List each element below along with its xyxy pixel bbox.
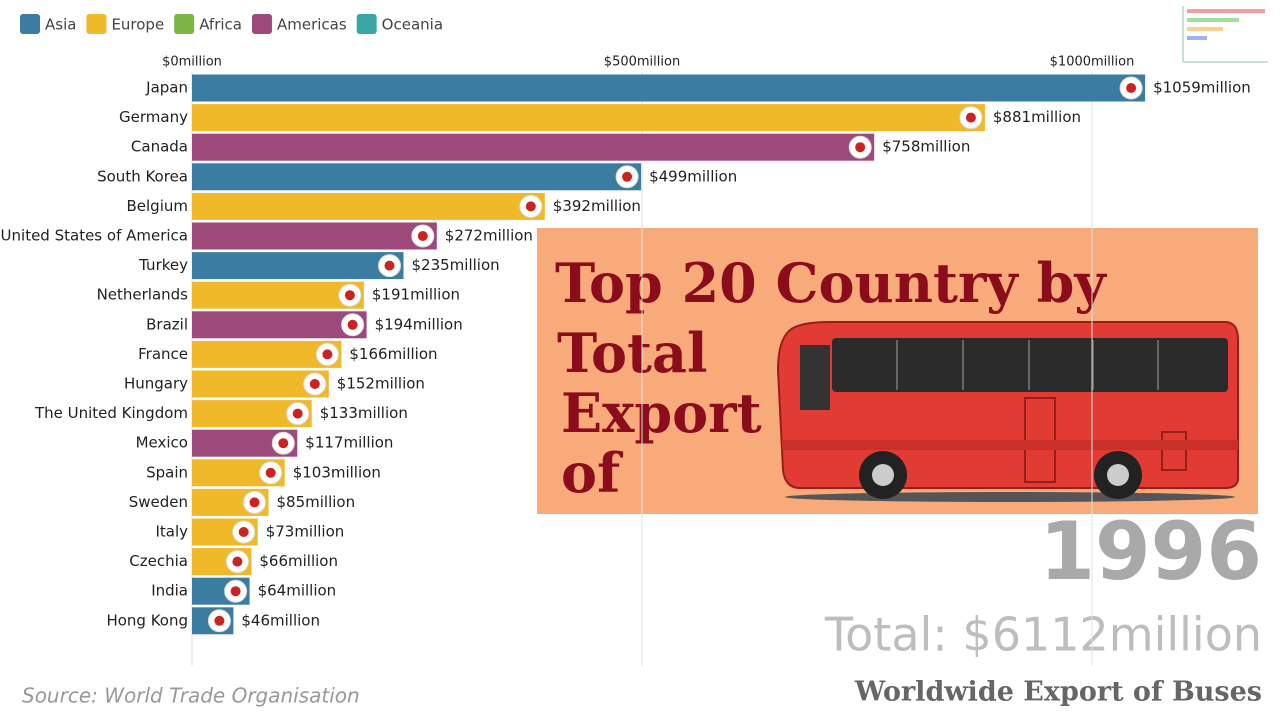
flag-icon [1126, 83, 1137, 93]
value-label: $133million [320, 404, 408, 422]
legend-swatch [251, 14, 272, 34]
flag-icon [232, 556, 243, 567]
bar [192, 163, 642, 191]
source: Source: World Trade Organisation [22, 684, 360, 708]
y-tick-label: Germany [119, 108, 188, 126]
flag-icon [965, 112, 976, 123]
value-label: $758million [882, 138, 970, 156]
value-label: $272million [445, 227, 533, 245]
legend-label: Oceania [382, 16, 443, 34]
flag-icon [278, 438, 289, 449]
x-tick-label: $500million [604, 55, 680, 70]
logo [1182, 6, 1268, 63]
flag-icon [855, 142, 866, 153]
value-label: $46million [241, 611, 320, 629]
legend-label: Africa [199, 16, 242, 34]
y-tick-label: Hong Kong [106, 611, 188, 629]
y-tick-label: India [151, 582, 188, 600]
legend-swatch [174, 14, 195, 34]
title-line: of [561, 441, 624, 505]
legend-swatch [20, 14, 40, 34]
legend-swatch [356, 14, 377, 34]
bar [192, 104, 985, 132]
title-line: Export [561, 381, 762, 445]
flag-icon [292, 408, 303, 419]
value-label: $152million [337, 375, 425, 393]
flag-icon [265, 467, 276, 478]
subtitle: Worldwide Export of Buses [854, 677, 1262, 708]
y-tick-label: The United Kingdom [34, 404, 188, 422]
value-label: $85million [277, 493, 356, 511]
value-label: $64million [258, 582, 337, 600]
flag-icon [384, 260, 395, 271]
y-tick-label: Canada [131, 138, 188, 156]
bar [192, 281, 364, 309]
flag-icon [309, 379, 320, 389]
y-tick-label: Mexico [136, 434, 188, 452]
bar [192, 74, 1146, 102]
legend-label: Asia [45, 16, 76, 34]
legend-label: Europe [111, 16, 164, 34]
bar [192, 133, 875, 161]
x-tick-label: $1000million [1050, 55, 1135, 70]
bar [192, 311, 367, 339]
y-tick-label: Spain [146, 463, 188, 481]
year-label: 1996 [1039, 505, 1262, 598]
y-tick-label: France [138, 345, 188, 363]
value-label: $499million [649, 167, 737, 185]
flag-icon [238, 527, 249, 537]
y-tick-label: Hungary [124, 375, 188, 393]
flag-icon [525, 201, 536, 212]
value-label: $392million [553, 197, 641, 215]
flag-icon [249, 497, 260, 508]
bar [192, 252, 404, 280]
legend-swatch [86, 14, 107, 34]
value-label: $235million [412, 256, 500, 274]
value-label: $191million [372, 286, 460, 304]
value-label: $117million [305, 434, 393, 452]
y-tick-label: Japan [145, 79, 188, 97]
y-tick-label: Turkey [138, 256, 188, 274]
value-label: $103million [293, 463, 381, 481]
bus-illustration [776, 321, 1239, 502]
flag-icon [322, 349, 333, 360]
y-tick-label: Italy [155, 523, 188, 541]
y-tick-label: Brazil [146, 315, 188, 333]
bar [192, 222, 437, 250]
flag-icon [417, 231, 428, 241]
flag-icon [347, 319, 358, 330]
value-label: $66million [259, 552, 338, 570]
bar [192, 192, 545, 220]
y-tick-label: Belgium [127, 197, 189, 215]
value-label: $73million [266, 523, 345, 541]
flag-icon [622, 171, 633, 182]
total-label: Total: $6112million [824, 608, 1262, 662]
y-tick-label: United States of America [1, 227, 188, 245]
y-tick-label: Netherlands [97, 286, 189, 304]
value-label: $194million [375, 315, 463, 333]
value-label: $166million [349, 345, 437, 363]
y-tick-label: Czechia [129, 552, 188, 570]
flag-icon [230, 586, 241, 597]
value-label: $1059million [1153, 79, 1251, 97]
value-label: $881million [993, 108, 1081, 126]
y-tick-label: South Korea [97, 167, 188, 185]
legend-label: Americas [277, 16, 347, 34]
y-tick-label: Sweden [129, 493, 188, 511]
flag-icon [344, 290, 355, 301]
title-line: Total [557, 321, 707, 385]
flag-icon [214, 615, 225, 626]
title-line: Top 20 Country by [555, 251, 1107, 315]
x-tick-label: $0million [162, 55, 222, 70]
